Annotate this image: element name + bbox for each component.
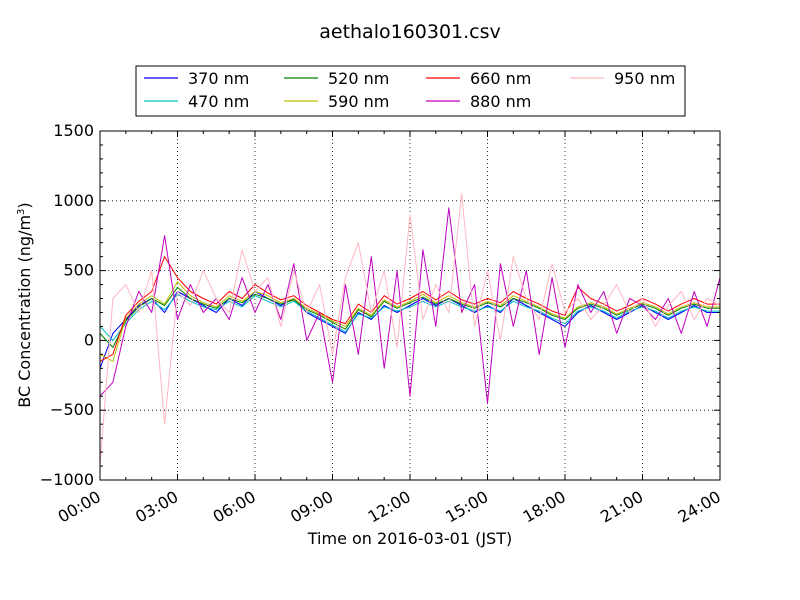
y-axis-label-tail: ) bbox=[15, 202, 34, 208]
grid bbox=[100, 131, 720, 480]
series-lines bbox=[99, 193, 721, 467]
legend-entry: 950 nm bbox=[570, 69, 675, 88]
series-line-950-nm bbox=[99, 193, 721, 467]
series-line-520-nm bbox=[99, 286, 720, 348]
legend-items: 370 nm 470 nm 520 nm 590 nm 660 nm 880 nm 950 … bbox=[144, 69, 675, 111]
y-axis-label-sup: 3 bbox=[16, 209, 27, 215]
chart-title: aethalo160301.csv bbox=[319, 21, 501, 43]
series-line-590-nm bbox=[99, 281, 720, 362]
y-tick-label: 500 bbox=[63, 261, 94, 280]
x-axis-label: Time on 2016-03-01 (JST) bbox=[307, 529, 512, 548]
y-axis-label: BC Concentration (ng/m3) bbox=[15, 202, 34, 407]
legend-label: 520 nm bbox=[328, 69, 389, 88]
legend-label: 590 nm bbox=[328, 92, 389, 111]
y-tick-label: −500 bbox=[50, 400, 94, 419]
legend-entry: 370 nm bbox=[144, 69, 249, 88]
y-tick-label: −1000 bbox=[40, 470, 94, 489]
legend-label: 950 nm bbox=[614, 69, 675, 88]
y-tick-labels: −1000 −500 0 500 1000 1500 bbox=[40, 121, 94, 489]
y-tick-label: 1500 bbox=[53, 121, 94, 140]
legend-label: 370 nm bbox=[188, 69, 249, 88]
series-line-660-nm bbox=[99, 256, 720, 362]
series-line-370-nm bbox=[99, 291, 720, 369]
legend: 370 nm 470 nm 520 nm 590 nm 660 nm 880 nm 950 … bbox=[135, 65, 686, 117]
y-axis-label-main: BC Concentration (ng/m bbox=[15, 215, 34, 408]
y-tick-label: 1000 bbox=[53, 191, 94, 210]
legend-entry: 470 nm bbox=[144, 92, 249, 111]
series-line-470-nm bbox=[99, 293, 720, 341]
legend-box bbox=[135, 65, 686, 117]
legend-label: 470 nm bbox=[188, 92, 249, 111]
legend-label: 660 nm bbox=[470, 69, 531, 88]
legend-entry: 590 nm bbox=[284, 92, 389, 111]
y-tick-label: 0 bbox=[84, 330, 94, 349]
series-line-880-nm bbox=[99, 207, 721, 404]
tick-marks bbox=[99, 130, 721, 481]
legend-label: 880 nm bbox=[470, 92, 531, 111]
legend-entry: 520 nm bbox=[284, 69, 389, 88]
legend-entry: 880 nm bbox=[426, 92, 531, 111]
legend-entry: 660 nm bbox=[426, 69, 531, 88]
